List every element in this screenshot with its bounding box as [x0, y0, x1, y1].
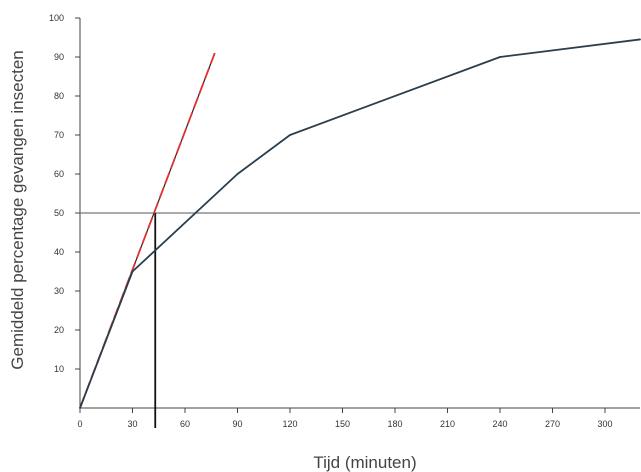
x-tick-label: 270 — [545, 419, 560, 429]
tick-labels: 10 20 30 40 50 60 70 80 90 100 0 30 60 90 120 150 180 210… — [49, 13, 613, 429]
y-tick-label: 40 — [54, 247, 64, 257]
y-tick-label: 20 — [54, 325, 64, 335]
data-point — [289, 134, 291, 136]
x-tick-label: 60 — [180, 419, 190, 429]
data-point — [131, 270, 134, 273]
y-tick-label: 100 — [49, 13, 64, 23]
x-tick-label: 90 — [232, 419, 242, 429]
data-point — [236, 173, 239, 175]
x-tick-label: 300 — [597, 419, 612, 429]
x-tick-label: 150 — [335, 419, 350, 429]
y-tick-label: 10 — [54, 364, 64, 374]
y-tick-label: 60 — [54, 169, 64, 179]
reference-lines — [80, 212, 640, 428]
x-tick-label: 210 — [440, 419, 455, 429]
y-tick-label: 50 — [54, 208, 64, 218]
data-point — [499, 56, 501, 58]
series-line — [79, 38, 641, 409]
y-tick-label: 70 — [54, 130, 64, 140]
data-point — [79, 407, 81, 409]
y-tick-label: 90 — [54, 52, 64, 62]
y-tick-label: 80 — [54, 91, 64, 101]
y-tick-label: 30 — [54, 286, 64, 296]
x-tick-label: 180 — [387, 419, 402, 429]
x-tick-label: 30 — [127, 419, 137, 429]
data-point — [639, 38, 641, 41]
y-axis-title: Gemiddeld percentage gevangen insecten — [8, 50, 27, 369]
axes — [75, 17, 640, 413]
x-tick-label: 120 — [282, 419, 297, 429]
x-tick-label: 0 — [77, 419, 82, 429]
x-tick-label: 240 — [492, 419, 507, 429]
x-axis-title: Tijd (minuten) — [313, 453, 416, 472]
series-layer — [79, 38, 641, 409]
